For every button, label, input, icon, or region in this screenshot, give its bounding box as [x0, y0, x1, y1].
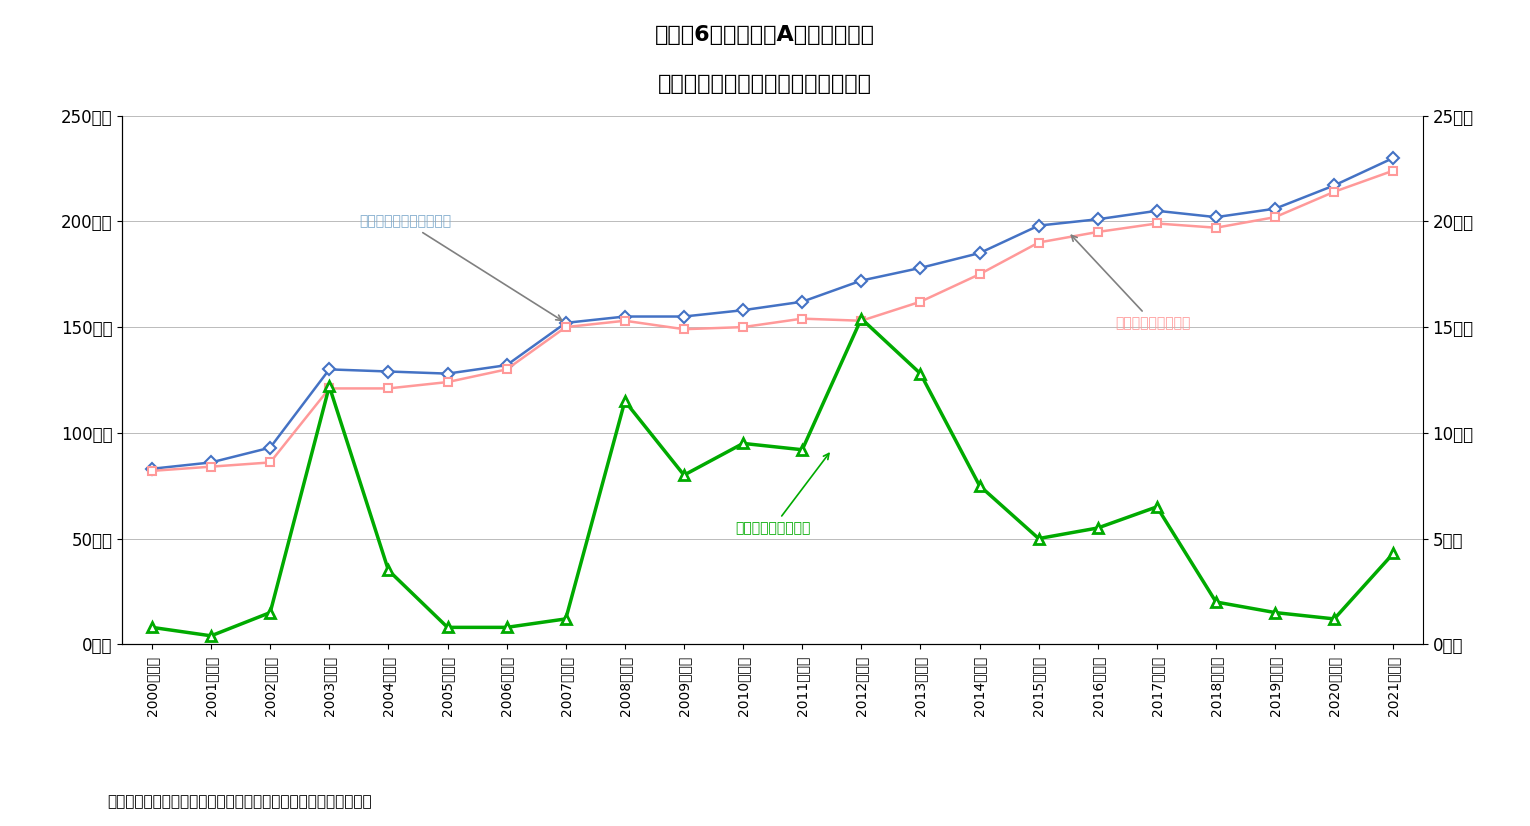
Text: 貼貸面積（左目盛）: 貼貸面積（左目盛） [1071, 235, 1190, 330]
Text: 出所）三幸エステートのデータをもとにニッセイ基礎研究所作成: 出所）三幸エステートのデータをもとにニッセイ基礎研究所作成 [107, 795, 372, 809]
Text: 貼貸可能面積・貼貸面積・空室面積: 貼貸可能面積・貼貸面積・空室面積 [658, 74, 872, 94]
Text: 現空面積（右目盛）: 現空面積（右目盛） [734, 453, 829, 535]
Text: 図表－6　東京都心Aクラスビルの: 図表－6 東京都心Aクラスビルの [655, 25, 875, 45]
Text: 貼貸可能面積（左目盛）: 貼貸可能面積（左目盛） [360, 215, 562, 320]
